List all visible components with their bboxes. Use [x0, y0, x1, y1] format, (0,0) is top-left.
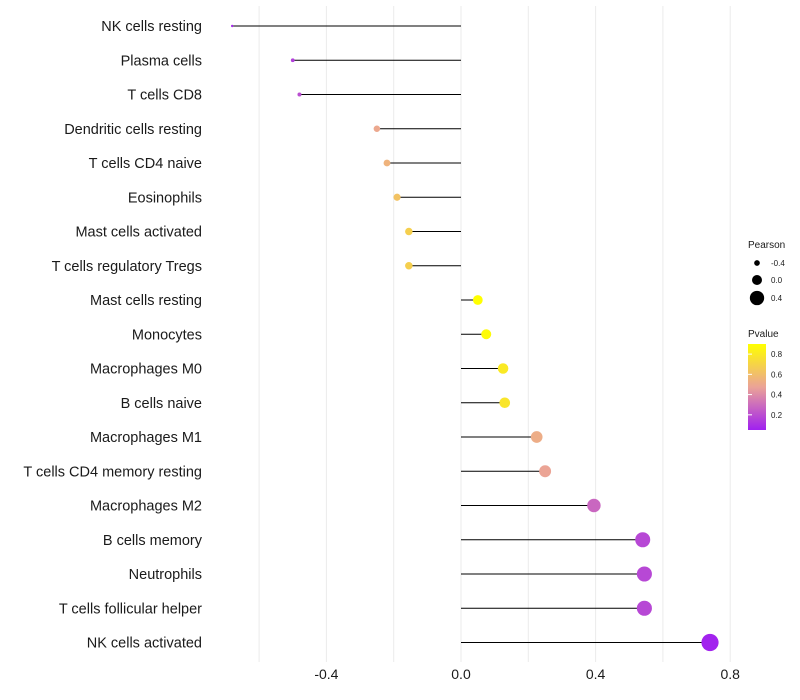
y-tick-label: T cells CD4 memory resting	[23, 464, 202, 480]
lollipop-point	[539, 465, 552, 478]
lollipop-point	[290, 58, 295, 63]
lollipop-point	[497, 363, 509, 374]
y-tick-label: Mast cells resting	[90, 293, 202, 309]
y-tick-label: T cells regulatory Tregs	[52, 259, 202, 275]
y-tick-label: T cells follicular helper	[59, 601, 202, 617]
y-tick-label: Plasma cells	[121, 53, 202, 69]
lollipop-point	[636, 600, 652, 616]
color-legend-label: 0.6	[771, 370, 783, 379]
lollipop-point	[635, 532, 651, 548]
points	[230, 24, 719, 652]
size-legend-title: Pearson	[748, 240, 785, 251]
y-tick-label: NK cells activated	[87, 636, 202, 652]
lollipop-point	[373, 125, 381, 132]
size-legend-label: 0.4	[771, 294, 783, 303]
color-legend-label: 0.8	[771, 350, 783, 359]
lollipop-point	[530, 431, 543, 443]
size-legend-label: 0.0	[771, 276, 783, 285]
size-legend-key	[754, 260, 760, 266]
y-tick-label: Macrophages M1	[90, 430, 202, 446]
lollipop-point	[230, 24, 234, 28]
stems	[232, 25, 711, 643]
size-legend-key	[749, 290, 765, 306]
lollipop-point	[472, 295, 483, 305]
y-tick-label: Mast cells activated	[75, 225, 202, 241]
color-legend-label: 0.4	[771, 391, 783, 400]
x-tick-label: 0.0	[451, 666, 471, 682]
y-tick-label: Dendritic cells resting	[64, 122, 202, 138]
y-tick-label: Eosinophils	[128, 190, 202, 206]
y-tick-label: T cells CD8	[127, 88, 202, 104]
x-tick-label: 0.4	[586, 666, 606, 682]
y-axis-labels: NK cells resting Plasma cells T cells CD8 D…	[23, 19, 202, 652]
color-legend-label: 0.2	[771, 411, 783, 420]
y-tick-label: Macrophages M2	[90, 499, 202, 515]
color-legend-bar	[748, 344, 766, 430]
lollipop-point	[405, 227, 413, 236]
size-legend-label: -0.4	[771, 259, 785, 268]
x-tick-label: -0.4	[314, 666, 338, 682]
y-tick-label: T cells CD4 naive	[89, 156, 202, 172]
lollipop-point	[383, 159, 391, 167]
lollipop-point	[499, 397, 511, 409]
x-axis-ticks: -0.4 0.0 0.4 0.8	[314, 666, 740, 682]
y-tick-label: Neutrophils	[129, 567, 202, 583]
legend: Pearson Pvalue -0.4 0.0 0.4 0.8 0.6 0.4 0.2	[748, 240, 785, 430]
grid-lines	[258, 6, 731, 662]
lollipop-point	[405, 261, 413, 270]
lollipop-point	[297, 92, 302, 97]
y-tick-label: B cells naive	[121, 396, 202, 412]
y-tick-label: NK cells resting	[101, 19, 202, 35]
color-legend-title: Pvalue	[748, 329, 779, 340]
lollipop-point	[701, 633, 719, 652]
y-tick-label: Monocytes	[132, 327, 202, 343]
y-tick-label: B cells memory	[103, 533, 203, 549]
lollipop-point	[587, 498, 601, 513]
size-legend-key	[752, 275, 762, 285]
lollipop-point	[393, 193, 401, 201]
x-tick-label: 0.8	[720, 666, 740, 682]
y-tick-label: Macrophages M0	[90, 362, 202, 378]
lollipop-point	[636, 566, 652, 582]
lollipop-point	[481, 329, 492, 340]
